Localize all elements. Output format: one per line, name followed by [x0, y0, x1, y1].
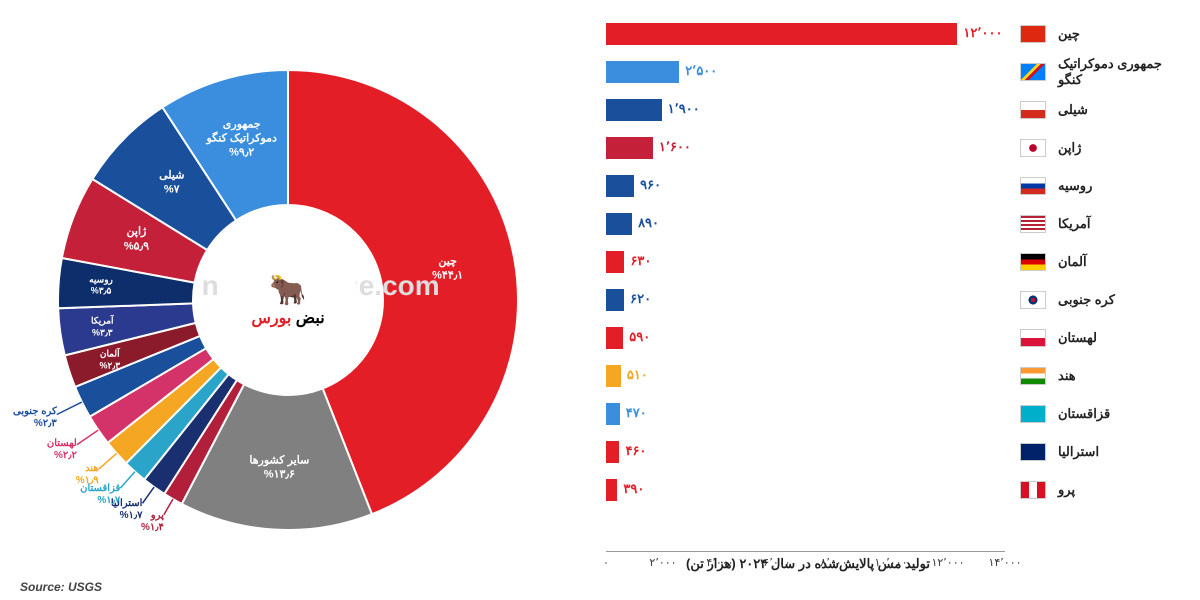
x-axis-label: تولید مس پالایش‌شده در سال ۲۰۲۴ (هزار تن…	[576, 556, 1040, 572]
bar-track: ۶۲۰	[606, 289, 1016, 311]
bar	[606, 479, 617, 501]
country-label: آلمان	[1050, 254, 1180, 270]
country-label: ژاپن	[1050, 140, 1180, 156]
flag-icon	[1020, 405, 1046, 423]
country-label: جمهوری دموکراتیک کنگو	[1050, 56, 1180, 88]
flag-icon	[1020, 481, 1046, 499]
bar-value: ۴۷۰	[626, 405, 647, 421]
country-label: لهستان	[1050, 330, 1180, 346]
ext-label: هند%۱٫۹	[76, 463, 99, 487]
bar	[606, 23, 957, 45]
flag-icon	[1020, 177, 1046, 195]
country-label: چین	[1050, 26, 1180, 42]
bar	[606, 251, 624, 273]
flag-icon	[1020, 139, 1046, 157]
source-label: Source: USGS	[20, 580, 102, 594]
flag-icon	[1020, 329, 1046, 347]
bar-row: آلمان ۶۳۰	[606, 243, 1180, 281]
country-label: کره جنوبی	[1050, 292, 1180, 308]
country-label: آمریکا	[1050, 216, 1180, 232]
logo-text-1: نبض	[296, 310, 325, 327]
flag-icon	[1020, 215, 1046, 233]
center-logo: 🐂 نبض بورس	[218, 230, 358, 370]
bar-track: ۹۶۰	[606, 175, 1016, 197]
bar-chart: چین ۱۲٬۰۰۰ جمهوری دموکراتیک کنگو ۲٬۵۰۰ شیلی ۱…	[576, 0, 1200, 600]
ext-label: کره جنوبی%۲٫۳	[13, 406, 57, 430]
bar-value: ۲٬۵۰۰	[685, 63, 717, 79]
bar-value: ۶۲۰	[630, 291, 651, 307]
flag-icon	[1020, 443, 1046, 461]
logo-text-2: بورس	[251, 310, 291, 327]
bar	[606, 137, 653, 159]
bar-track: ۸۹۰	[606, 213, 1016, 235]
bar-value: ۱٬۹۰۰	[668, 101, 700, 117]
bar-track: ۳۹۰	[606, 479, 1016, 501]
bar-value: ۸۹۰	[638, 215, 659, 231]
flag-icon	[1020, 101, 1046, 119]
bar-track: ۱٬۶۰۰	[606, 137, 1016, 159]
bar-track: ۶۳۰	[606, 251, 1016, 273]
ext-label: پرو%۱٫۴	[141, 510, 164, 534]
bar-row: ژاپن ۱٬۶۰۰	[606, 129, 1180, 167]
bar-track: ۲٬۵۰۰	[606, 61, 1016, 83]
bar-row: پرو ۳۹۰	[606, 471, 1180, 509]
country-label: قزاقستان	[1050, 406, 1180, 422]
bar-track: ۱٬۹۰۰	[606, 99, 1016, 121]
bar-value: ۵۹۰	[629, 329, 650, 345]
bar-row: قزاقستان ۴۷۰	[606, 395, 1180, 433]
bar-row: کره جنوبی ۶۲۰	[606, 281, 1180, 319]
bar-row: هند ۵۱۰	[606, 357, 1180, 395]
bar-value: ۶۳۰	[630, 253, 651, 269]
bar	[606, 441, 619, 463]
country-label: روسیه	[1050, 178, 1180, 194]
bar-row: آمریکا ۸۹۰	[606, 205, 1180, 243]
flag-icon	[1020, 253, 1046, 271]
bar-track: ۴۶۰	[606, 441, 1016, 463]
x-axis: ۰۲٬۰۰۰۴٬۰۰۰۶٬۰۰۰۸٬۰۰۰۱۰٬۰۰۰۱۲٬۰۰۰۱۴٬۰۰۰	[606, 551, 1005, 552]
bar	[606, 327, 623, 349]
bar	[606, 99, 662, 121]
bar	[606, 175, 634, 197]
bar-track: ۵۹۰	[606, 327, 1016, 349]
bar	[606, 403, 620, 425]
bar-value: ۱٬۶۰۰	[659, 139, 691, 155]
bar-track: ۱۲٬۰۰۰	[606, 23, 1016, 45]
donut-chart: nabzebourse.com 🐂 نبض بورس چین%۴۴٫۱سایر …	[0, 0, 576, 600]
bar	[606, 289, 624, 311]
bar-value: ۳۹۰	[623, 481, 644, 497]
bar	[606, 365, 621, 387]
ext-label: لهستان%۲٫۲	[47, 438, 77, 462]
bar-value: ۹۶۰	[640, 177, 661, 193]
bar-row: شیلی ۱٬۹۰۰	[606, 91, 1180, 129]
bar-value: ۵۱۰	[627, 367, 648, 383]
bar-row: چین ۱۲٬۰۰۰	[606, 15, 1180, 53]
bar-track: ۵۱۰	[606, 365, 1016, 387]
flag-icon	[1020, 291, 1046, 309]
flag-icon	[1020, 367, 1046, 385]
flag-icon	[1020, 63, 1046, 81]
country-label: شیلی	[1050, 102, 1180, 118]
bar-track: ۴۷۰	[606, 403, 1016, 425]
bar-value: ۱۲٬۰۰۰	[963, 25, 1002, 41]
bar-value: ۴۶۰	[625, 443, 646, 459]
flag-icon	[1020, 25, 1046, 43]
bar-row: روسیه ۹۶۰	[606, 167, 1180, 205]
bar-row: لهستان ۵۹۰	[606, 319, 1180, 357]
country-label: هند	[1050, 368, 1180, 384]
bar	[606, 213, 632, 235]
country-label: استرالیا	[1050, 444, 1180, 460]
bar-row: استرالیا ۴۶۰	[606, 433, 1180, 471]
bar-row: جمهوری دموکراتیک کنگو ۲٬۵۰۰	[606, 53, 1180, 91]
bar	[606, 61, 679, 83]
country-label: پرو	[1050, 482, 1180, 498]
